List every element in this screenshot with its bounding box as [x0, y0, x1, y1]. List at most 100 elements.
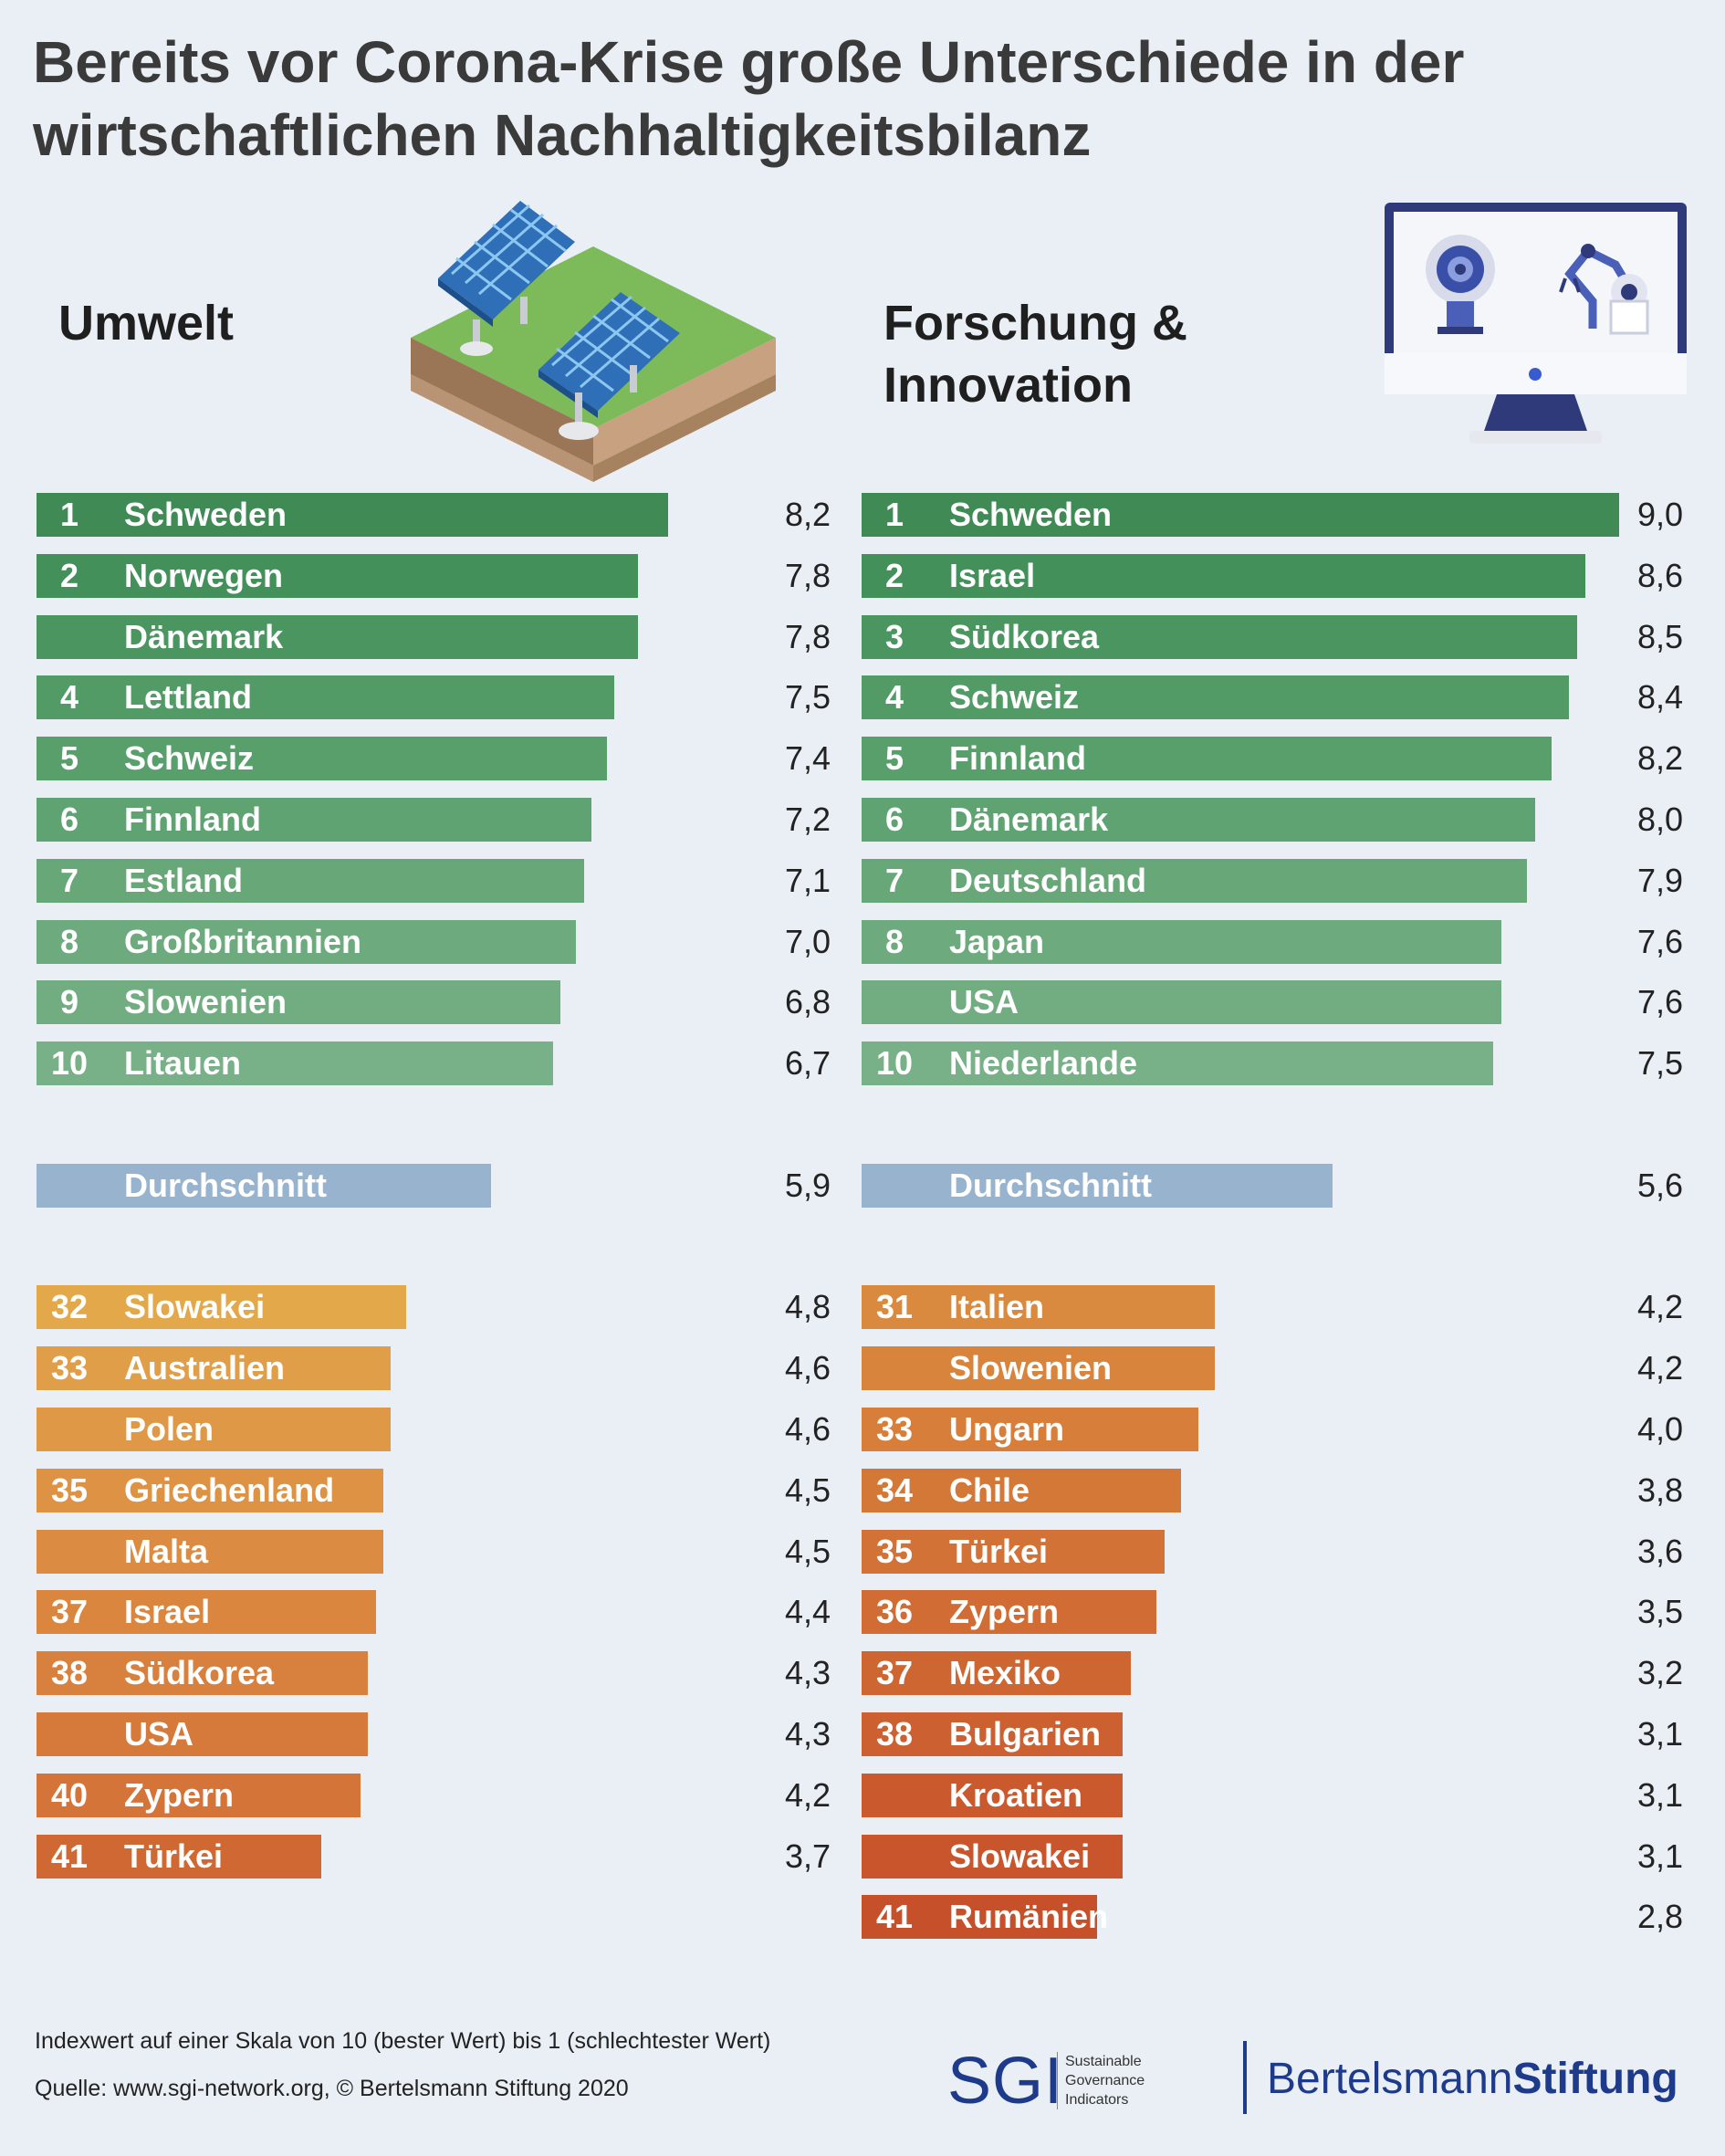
bar-rank: 34 [875, 1470, 914, 1509]
bar [862, 798, 1535, 842]
bar [862, 919, 1501, 964]
bar-rank: 4 [884, 678, 904, 717]
bar-country-label: Lettland [124, 678, 252, 717]
bar-rank: 4 [59, 678, 79, 717]
bar-country-label: Estland [124, 861, 244, 899]
bar-value-label: 4,2 [1636, 1288, 1683, 1326]
bar-rank: 1 [884, 496, 904, 533]
bar-rank: 9 [59, 983, 79, 1021]
bar [37, 1834, 321, 1879]
bar [862, 1895, 1097, 1940]
bar-country-label: Finnland [124, 801, 261, 838]
bar [862, 1590, 1156, 1635]
bar [37, 1773, 361, 1817]
source-note: Quelle: www.sgi-network.org, © Bertelsma… [35, 2076, 629, 2101]
bar-country-label: Ungarn [949, 1410, 1064, 1448]
bar [862, 614, 1577, 659]
bar-country-label: Schweden [124, 496, 288, 533]
bar-rank: 5 [884, 739, 904, 778]
bar-value-label: 4,4 [784, 1593, 831, 1631]
bar-rank: 35 [875, 1532, 914, 1570]
bar-rank: 33 [875, 1410, 914, 1448]
page-title: Bereits vor Corona-Krise große Unterschi… [33, 29, 1465, 168]
bar [37, 737, 607, 781]
bar [37, 1468, 383, 1512]
bar-value-label: 8,6 [1636, 556, 1683, 594]
scale-footnote: Indexwert auf einer Skala von 10 (bester… [35, 2028, 771, 2054]
bar-value-label: 8,4 [1636, 678, 1683, 717]
bar-value-label: 3,1 [1636, 1715, 1683, 1753]
bar-rank: 1 [59, 496, 79, 533]
bar-rank: 41 [875, 1898, 914, 1936]
forschung-title: Forschung & Innovation [883, 296, 1187, 413]
bar [37, 553, 638, 598]
bar-country-label: Südkorea [949, 617, 1100, 655]
bar [37, 1651, 368, 1696]
bar-rank: 6 [884, 801, 904, 838]
bar [37, 1285, 406, 1330]
bar-country-label: Slowakei [949, 1837, 1091, 1875]
bar [862, 1712, 1123, 1756]
bar-value-label: 7,2 [784, 801, 831, 838]
bar [862, 980, 1501, 1025]
bar-rank: 41 [50, 1837, 89, 1875]
bst-regular: Bertelsmann [1267, 2055, 1513, 2103]
bar-country-label: Türkei [949, 1532, 1049, 1570]
bar-value-label: 5,6 [1636, 1166, 1683, 1204]
bar-country-label: Israel [949, 556, 1036, 594]
bar [862, 1773, 1123, 1817]
bar-rank: 8 [884, 922, 904, 960]
bar-country-label: Schweiz [949, 678, 1080, 717]
bar-country-label: Polen [124, 1410, 214, 1448]
sgi-line-1: Sustainable [1065, 2054, 1142, 2069]
bar-rank: 37 [875, 1654, 914, 1692]
bar-rank: 37 [50, 1593, 89, 1631]
sgi-logo: SGI Sustainable Governance Indicators [947, 2045, 1166, 2118]
bar-rank: 32 [50, 1288, 89, 1326]
bar [37, 798, 591, 842]
bar-value-label: 8,0 [1636, 801, 1683, 838]
bar-value-label: 7,5 [784, 678, 831, 717]
bar-value-label: 5,9 [784, 1166, 831, 1204]
bar-rank: 38 [875, 1715, 914, 1753]
bar-value-label: 7,5 [1636, 1044, 1683, 1083]
bar [862, 1834, 1123, 1879]
bar [37, 1408, 391, 1451]
bar-value-label: 6,8 [784, 983, 831, 1021]
bar-value-label: 4,8 [784, 1288, 831, 1326]
bar-country-label: Dänemark [124, 617, 284, 655]
bar-country-label: Zypern [124, 1775, 235, 1814]
bar-country-label: Australien [124, 1349, 286, 1387]
bar-value-label: 4,5 [784, 1470, 831, 1509]
logo-divider [1243, 2041, 1247, 2114]
bar [37, 1590, 376, 1635]
bar-value-label: 4,3 [784, 1654, 831, 1692]
bar-country-label: Durchschnitt [124, 1166, 328, 1204]
bar-value-label: 4,2 [784, 1775, 831, 1814]
bar [37, 919, 576, 964]
bar [37, 1163, 491, 1208]
bar-country-label: Norwegen [124, 556, 284, 594]
bar-value-label: 2,8 [1636, 1898, 1683, 1936]
bar [37, 675, 614, 720]
bar-rank: 31 [875, 1288, 914, 1326]
bar-value-label: 3,8 [1636, 1470, 1683, 1509]
bertelsmann-stiftung-logo: BertelsmannStiftung [1267, 2052, 1678, 2107]
bar-country-label: Durchschnitt [949, 1166, 1153, 1204]
bar-value-label: 8,2 [784, 496, 831, 533]
bar [862, 1346, 1215, 1391]
forschung-innovation-chart: 1 Schweden 9,0 2 Israel 8,6 3 Südkorea 8,5 4 Schwe… [862, 493, 1692, 1972]
bar [862, 675, 1569, 720]
umwelt-chart: 1 Schweden 8,2 2 Norwegen 7,8 Dänemark 7,8 4 Lett… [37, 493, 831, 1972]
bar-rank: 35 [50, 1470, 89, 1509]
bar [862, 493, 1619, 537]
bar-country-label: USA [124, 1715, 194, 1753]
bar-rank: 2 [59, 556, 79, 594]
bar-country-label: Japan [949, 922, 1045, 960]
bar-value-label: 7,0 [784, 922, 831, 960]
bar-country-label: Südkorea [124, 1654, 275, 1692]
bar [37, 858, 584, 903]
bar-country-label: Slowakei [124, 1288, 266, 1326]
bar-country-label: Kroatien [949, 1775, 1083, 1814]
bar-rank: 8 [59, 922, 79, 960]
